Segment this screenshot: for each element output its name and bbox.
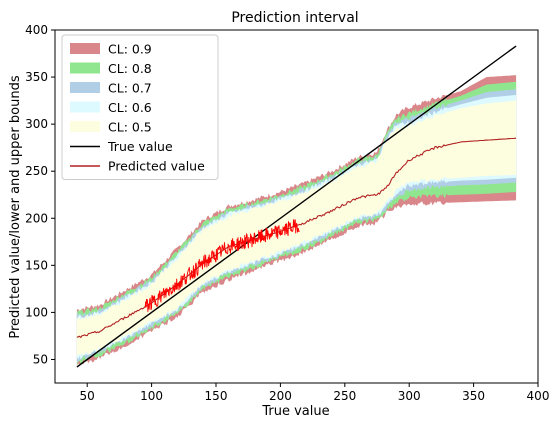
legend-label: CL: 0.8: [108, 61, 152, 76]
x-tick-label: 50: [80, 389, 95, 403]
x-tick-label: 350: [462, 389, 485, 403]
legend-label: True value: [107, 139, 173, 154]
legend-label: CL: 0.6: [108, 100, 152, 115]
band-cl-05: [76, 100, 517, 358]
y-tick-label: 250: [25, 164, 48, 178]
legend-label: CL: 0.7: [108, 81, 152, 96]
y-tick-label: 100: [25, 305, 48, 319]
x-tick-label: 250: [333, 389, 356, 403]
x-tick-label: 200: [269, 389, 292, 403]
legend: CL: 0.9 CL: 0.8 CL: 0.7 CL: 0.6 CL: 0.5 True …: [61, 34, 219, 180]
y-tick-label: 400: [25, 23, 48, 37]
true-value-line: [76, 45, 517, 368]
legend-swatch: [70, 101, 100, 113]
y-axis: 50 100 150 200 250 300 350 400: [25, 23, 55, 366]
x-tick-label: 400: [527, 389, 550, 403]
legend-swatch: [70, 82, 100, 93]
y-tick-label: 300: [25, 117, 48, 131]
plot-lines: [76, 45, 517, 368]
legend-swatch: [70, 121, 100, 132]
x-tick-label: 300: [398, 389, 421, 403]
x-tick-label: 150: [205, 389, 228, 403]
y-tick-label: 350: [25, 70, 48, 84]
legend-label: CL: 0.9: [108, 42, 152, 57]
legend-swatch: [70, 43, 100, 54]
y-tick-label: 200: [25, 211, 48, 225]
predicted-value-noise: [144, 219, 300, 312]
legend-label: Predicted value: [108, 159, 205, 174]
legend-box: [61, 34, 219, 180]
chart-title: Prediction interval: [231, 10, 358, 26]
y-tick-label: 150: [25, 258, 48, 272]
x-tick-label: 100: [140, 389, 163, 403]
x-axis: 50 100 150 200 250 300 350 400: [80, 383, 550, 403]
legend-label: CL: 0.5: [108, 120, 152, 135]
axes-frame: [54, 29, 539, 384]
x-axis-title: True value: [261, 404, 329, 419]
y-tick-label: 50: [33, 352, 48, 366]
y-axis-title: Predicted value/lower and upper bounds: [8, 75, 23, 338]
legend-swatch: [70, 62, 100, 74]
